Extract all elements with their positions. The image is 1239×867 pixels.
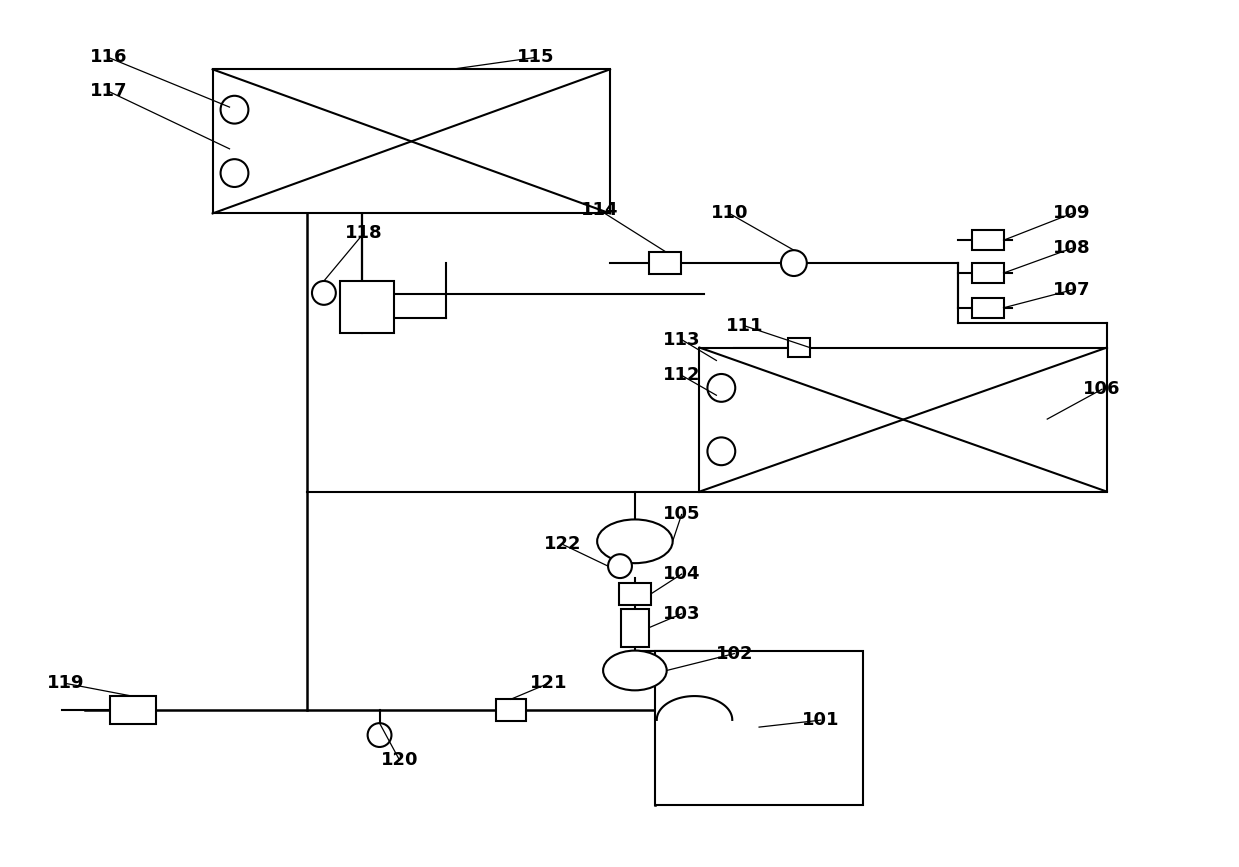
Bar <box>496 700 525 721</box>
Bar <box>654 650 864 805</box>
Bar <box>621 609 649 647</box>
Circle shape <box>608 554 632 578</box>
Circle shape <box>221 160 248 187</box>
Text: 116: 116 <box>89 49 128 67</box>
Text: 113: 113 <box>663 330 700 349</box>
Bar <box>339 281 394 333</box>
Text: 104: 104 <box>663 565 700 583</box>
Text: 110: 110 <box>710 205 748 223</box>
Text: 102: 102 <box>715 644 753 662</box>
Ellipse shape <box>603 650 667 690</box>
Text: 114: 114 <box>581 201 618 219</box>
Text: 122: 122 <box>544 535 581 553</box>
Bar <box>971 263 1004 283</box>
Bar <box>971 298 1004 317</box>
Circle shape <box>707 437 735 466</box>
Bar <box>110 696 156 724</box>
Text: 118: 118 <box>344 225 383 242</box>
Text: 105: 105 <box>663 505 700 524</box>
Text: 115: 115 <box>517 49 554 67</box>
Circle shape <box>368 723 392 747</box>
Bar <box>213 69 610 213</box>
Circle shape <box>312 281 336 305</box>
Text: 108: 108 <box>1053 239 1090 257</box>
Text: 120: 120 <box>380 751 419 769</box>
Text: 121: 121 <box>530 675 567 693</box>
Bar <box>788 337 810 357</box>
Text: 101: 101 <box>802 711 840 729</box>
Bar <box>700 348 1106 492</box>
Text: 112: 112 <box>663 367 700 384</box>
Text: 117: 117 <box>89 82 128 101</box>
Circle shape <box>781 251 807 276</box>
Text: 119: 119 <box>47 675 84 693</box>
Circle shape <box>707 374 735 401</box>
Circle shape <box>221 95 248 124</box>
Text: 109: 109 <box>1053 205 1090 223</box>
Bar <box>649 252 680 274</box>
Text: 111: 111 <box>726 316 763 335</box>
Text: 107: 107 <box>1053 281 1090 299</box>
Text: 106: 106 <box>1083 381 1120 398</box>
Ellipse shape <box>597 519 673 564</box>
Bar <box>971 231 1004 251</box>
Bar <box>620 583 650 605</box>
Text: 103: 103 <box>663 605 700 623</box>
